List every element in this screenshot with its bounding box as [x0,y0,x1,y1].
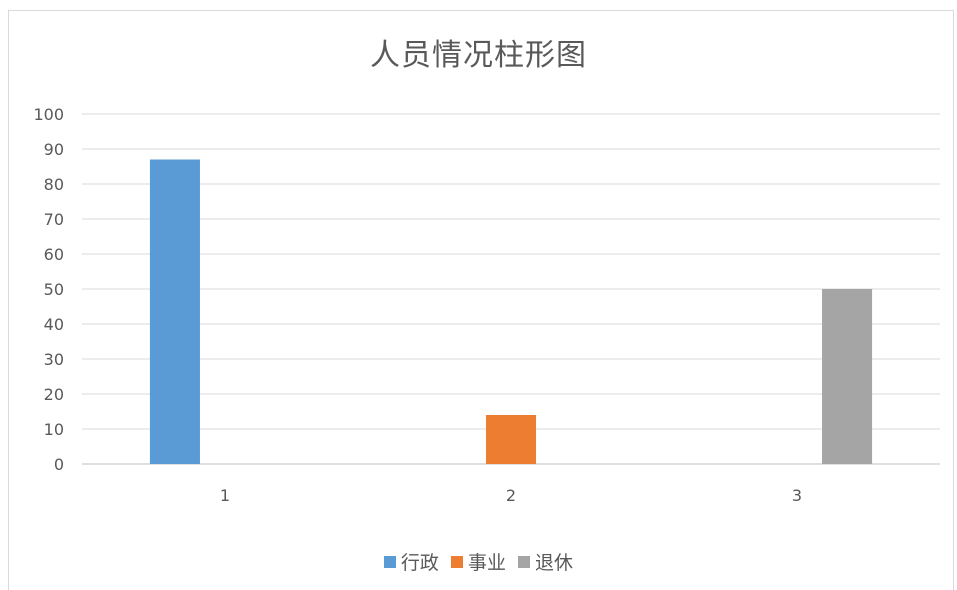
x-tick-label: 3 [792,486,802,505]
chart-legend: 行政 事业 退休 [0,548,957,575]
y-tick-label: 100 [33,105,64,124]
legend-item-xingzheng: 行政 [383,548,439,575]
grid-lines [82,113,940,465]
bar-事业-2 [485,415,537,464]
bars [149,159,873,464]
y-tick-label: 80 [44,175,64,194]
y-tick-label: 40 [44,315,64,334]
y-tick-label: 20 [44,385,64,404]
legend-label-xingzheng: 行政 [400,552,439,574]
y-tick-label: 30 [44,350,64,369]
legend-swatch-tuixiu [518,555,531,568]
legend-swatch-shiye [450,555,463,568]
bar-退休-3 [822,289,873,464]
chart-frame [8,10,954,590]
bar-行政-1 [149,159,200,464]
y-tick-label: 60 [44,245,64,264]
y-axis-ticks: 0 10 20 30 40 50 60 70 80 90 100 [33,105,64,474]
y-tick-label: 50 [44,280,64,299]
x-tick-label: 2 [506,486,516,505]
legend-item-shiye: 事业 [450,548,506,575]
y-tick-label: 0 [54,455,64,474]
x-tick-label: 1 [220,486,230,505]
y-tick-label: 70 [44,210,64,229]
y-tick-label: 90 [44,140,64,159]
legend-label-shiye: 事业 [467,552,506,574]
legend-item-tuixiu: 退休 [518,548,573,575]
legend-label-tuixiu: 退休 [535,552,574,574]
y-tick-label: 10 [44,420,64,439]
x-axis-ticks: 1 2 3 [220,486,802,505]
legend-swatch-xingzheng [383,555,396,568]
chart-title: 人员情况柱形图 [370,38,587,73]
